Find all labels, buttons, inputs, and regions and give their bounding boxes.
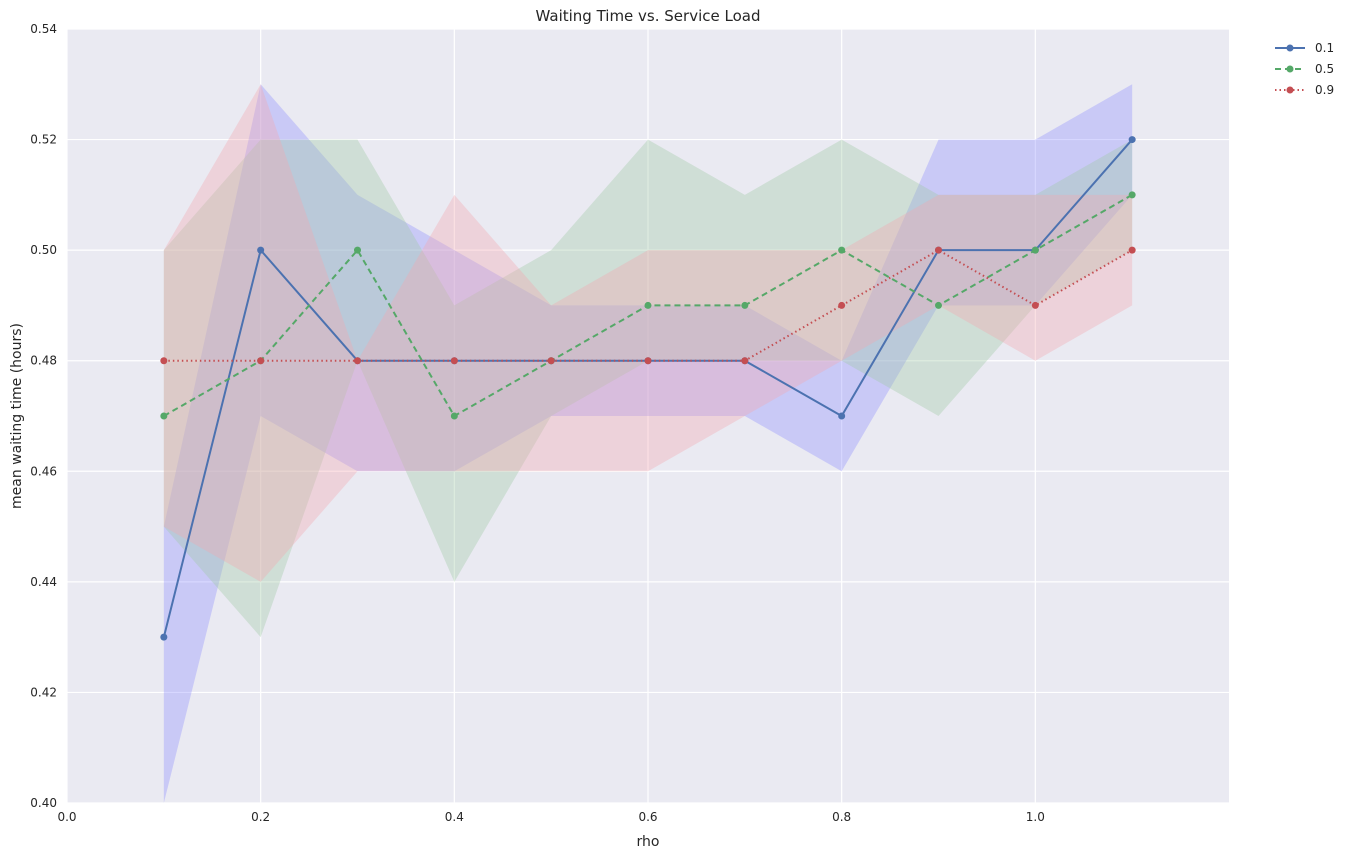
point-series-0.9 xyxy=(257,357,265,365)
y-tick-label: 0.44 xyxy=(30,575,57,589)
point-series-0.1 xyxy=(1128,136,1136,144)
point-series-0.9 xyxy=(1031,301,1039,309)
point-series-0.1 xyxy=(838,412,846,420)
point-series-0.5 xyxy=(838,246,846,254)
y-axis-label: mean waiting time (hours) xyxy=(9,323,25,509)
legend-label: 0.9 xyxy=(1315,83,1334,97)
y-tick-label: 0.46 xyxy=(30,464,57,478)
x-tick-label: 0.8 xyxy=(832,810,851,824)
point-series-0.9 xyxy=(838,301,846,309)
x-tick-label: 0.6 xyxy=(638,810,657,824)
y-tick-label: 0.40 xyxy=(30,796,57,810)
legend-item-0.9: 0.9 xyxy=(1275,83,1334,97)
x-tick-label: 0.2 xyxy=(251,810,270,824)
point-series-0.9 xyxy=(450,357,458,365)
y-tick-label: 0.54 xyxy=(30,22,57,36)
point-series-0.5 xyxy=(1128,191,1136,199)
legend-marker xyxy=(1286,65,1294,73)
point-series-0.5 xyxy=(1031,246,1039,254)
band-series-0.1 xyxy=(163,84,1133,804)
chart-title: Waiting Time vs. Service Load xyxy=(536,7,761,25)
legend-item-0.5: 0.5 xyxy=(1275,62,1334,76)
point-series-0.5 xyxy=(354,246,361,254)
point-series-0.5 xyxy=(935,301,942,309)
point-series-0.9 xyxy=(547,357,555,365)
band-series-0.9 xyxy=(163,84,1133,582)
x-axis-label: rho xyxy=(637,834,660,850)
point-series-0.9 xyxy=(354,357,361,365)
legend-marker xyxy=(1286,86,1294,94)
series-points xyxy=(160,136,1136,641)
legend-label: 0.1 xyxy=(1315,41,1334,55)
point-series-0.5 xyxy=(160,412,168,420)
point-series-0.9 xyxy=(935,246,942,254)
point-series-0.5 xyxy=(741,301,749,309)
x-tick-label: 0.4 xyxy=(445,810,464,824)
legend: 0.1 0.5 0.9 xyxy=(1275,41,1334,97)
legend-label: 0.5 xyxy=(1315,62,1334,76)
band-series-0.5 xyxy=(163,139,1133,638)
point-series-0.1 xyxy=(160,633,168,641)
point-series-0.5 xyxy=(644,301,652,309)
point-series-0.9 xyxy=(1128,246,1136,254)
y-tick-label: 0.50 xyxy=(30,243,57,257)
confidence-bands xyxy=(163,84,1133,804)
x-tick-labels: 0.0 0.2 0.4 0.6 0.8 1.0 xyxy=(57,810,1044,824)
point-series-0.1 xyxy=(257,246,265,254)
legend-item-0.1: 0.1 xyxy=(1275,41,1334,55)
point-series-0.9 xyxy=(741,357,749,365)
point-series-0.5 xyxy=(450,412,458,420)
y-tick-labels: 0.40 0.42 0.44 0.46 0.48 0.50 0.52 0.54 xyxy=(30,22,57,810)
x-tick-label: 1.0 xyxy=(1026,810,1045,824)
x-tick-label: 0.0 xyxy=(57,810,76,824)
y-tick-label: 0.48 xyxy=(30,354,57,368)
legend-marker xyxy=(1286,44,1294,52)
y-tick-label: 0.52 xyxy=(30,133,57,147)
y-tick-label: 0.42 xyxy=(30,685,57,699)
point-series-0.9 xyxy=(160,357,168,365)
point-series-0.9 xyxy=(644,357,652,365)
